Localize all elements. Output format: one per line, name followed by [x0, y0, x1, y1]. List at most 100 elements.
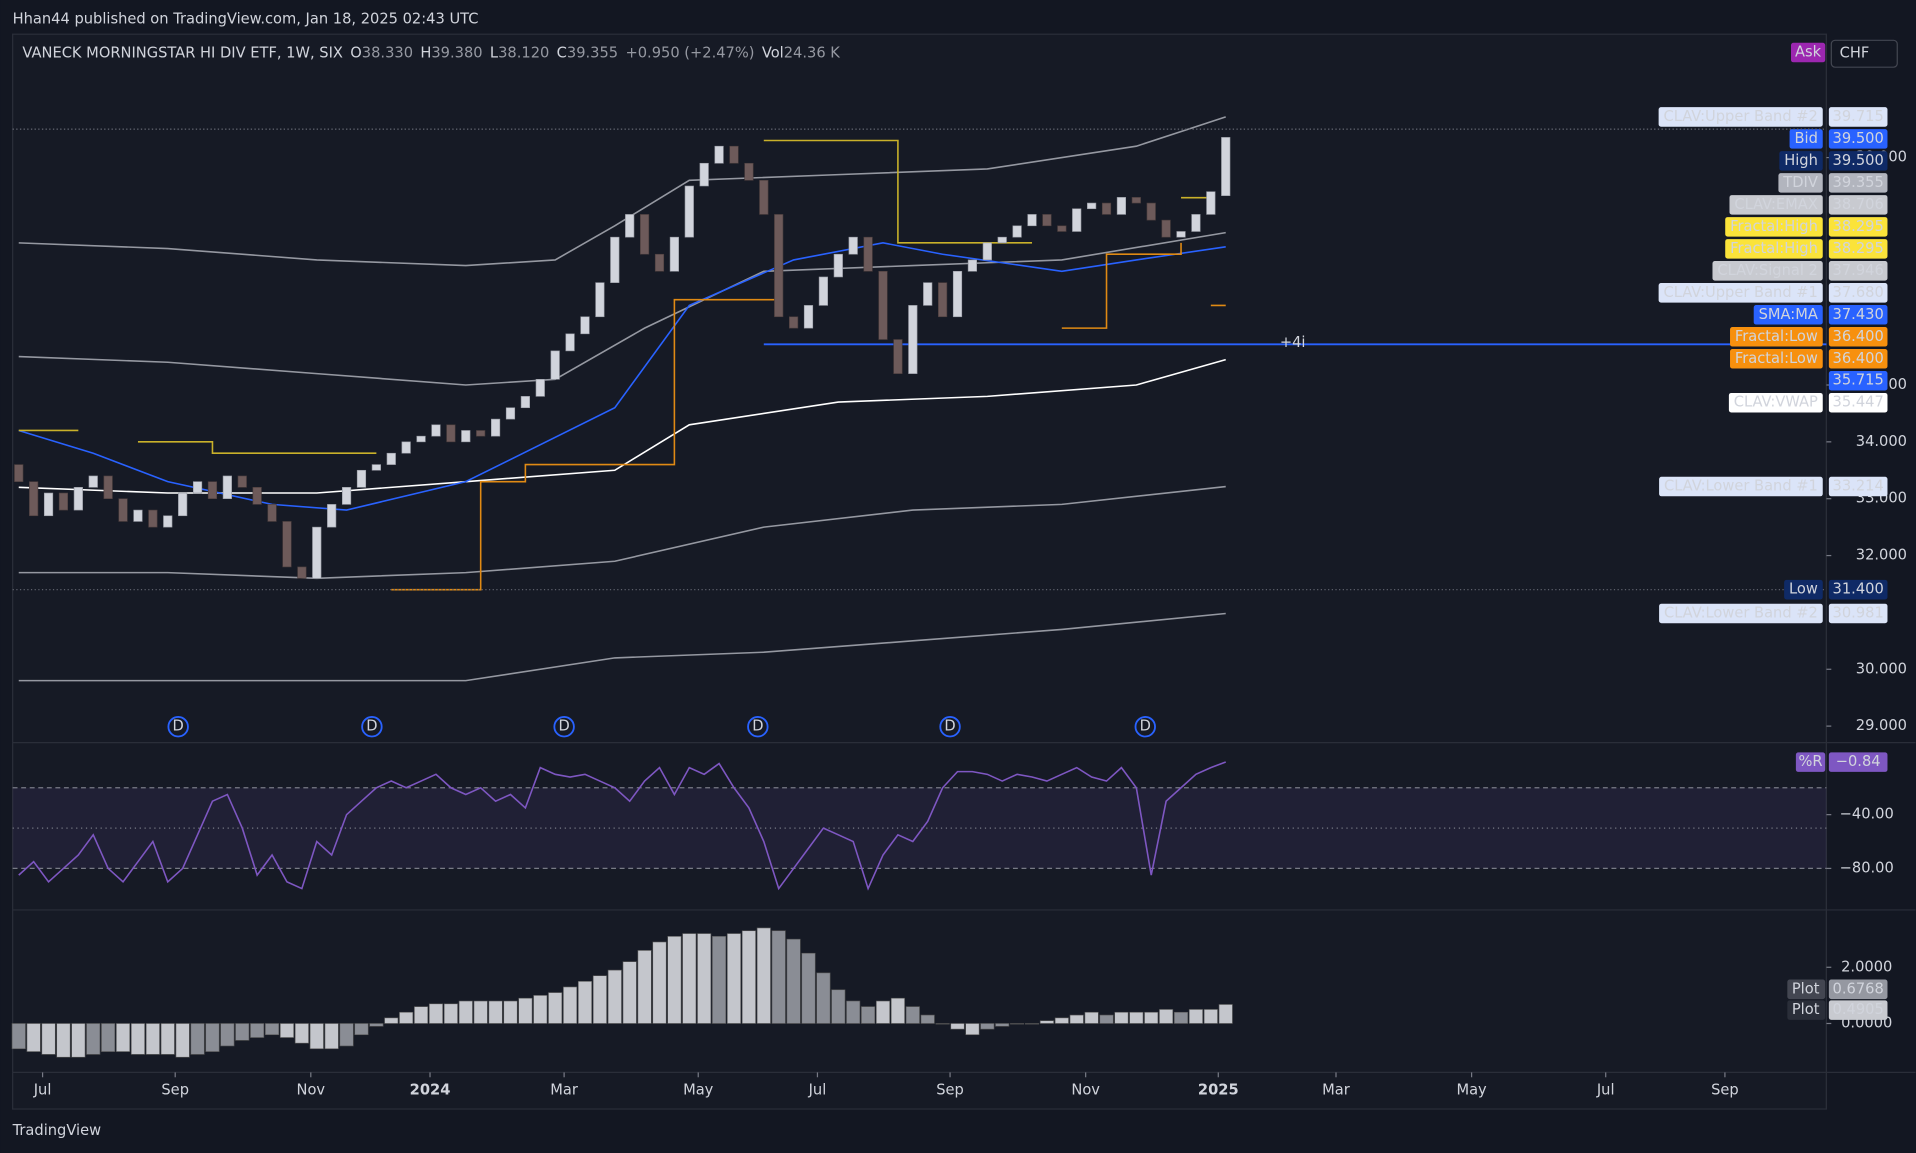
hist-bar — [250, 1023, 265, 1038]
hist-bar — [56, 1023, 71, 1058]
candle — [893, 339, 903, 374]
candle — [14, 464, 24, 482]
candle — [505, 407, 516, 420]
tag-value: 31.400 — [1833, 581, 1884, 598]
hist-bar — [980, 1023, 995, 1030]
ohlc-prefix: H — [420, 45, 431, 62]
tag-name: CLAV:EMAX — [1734, 196, 1817, 213]
indicator-line — [18, 485, 1226, 580]
tag-name-box — [1659, 603, 1823, 624]
plot-value: 0.6768 — [1833, 980, 1884, 997]
tag-name-box — [1658, 107, 1823, 127]
hist-bar — [324, 1023, 339, 1050]
hist-bar — [682, 933, 697, 1024]
wr-name-box — [1795, 752, 1826, 772]
candle — [938, 282, 948, 318]
candle — [297, 566, 307, 579]
hist-bar — [637, 950, 652, 1024]
tag-name-box — [1725, 239, 1823, 259]
hist-bar — [533, 995, 548, 1024]
hist-bar — [1188, 1009, 1203, 1024]
ask-box — [1790, 42, 1826, 63]
indicator-line — [18, 612, 1226, 682]
tag-name: CLAV:Signal 2 — [1717, 262, 1818, 279]
candle — [133, 509, 143, 522]
indicator-line — [18, 139, 1211, 455]
symbol-legend: VANECK MORNINGSTAR HI DIV ETF, 1W, SIX O3… — [22, 45, 840, 62]
candle — [192, 481, 203, 494]
candle — [714, 145, 724, 164]
candle — [43, 492, 54, 517]
plot-name: Plot — [1792, 980, 1820, 997]
tag-name-box — [1729, 195, 1823, 215]
indicator-line — [18, 231, 1226, 386]
candle — [1221, 137, 1231, 196]
y-tick-label: 29.000 — [1856, 717, 1907, 734]
tag-name-box — [1784, 579, 1823, 600]
tag-value: 38.706 — [1833, 196, 1884, 213]
candle — [1146, 202, 1156, 221]
hist-bar — [726, 933, 742, 1024]
hist-bar — [1114, 1011, 1129, 1024]
candle — [222, 475, 232, 500]
candle — [774, 214, 784, 318]
candle — [654, 253, 665, 272]
candle — [803, 305, 814, 329]
tag-name-box — [1789, 129, 1823, 149]
wr-y-tick-label: −80.00 — [1840, 859, 1894, 876]
tag-value: 37.946 — [1833, 262, 1884, 279]
candle — [1027, 214, 1037, 227]
plot-name: Plot — [1792, 1001, 1820, 1018]
x-tick-label: 2025 — [1198, 1082, 1239, 1099]
ask-label: Ask — [1795, 44, 1822, 61]
tag-value-box — [1828, 283, 1888, 303]
dividend-label: D — [173, 718, 184, 735]
hist-bar — [741, 930, 756, 1024]
y-tick-label: 30.000 — [1856, 660, 1907, 677]
hist-bar — [101, 1023, 116, 1052]
candle — [1161, 219, 1171, 238]
x-tick-label: Sep — [936, 1082, 964, 1099]
tag-value-box — [1828, 579, 1888, 600]
tag-value-box — [1828, 392, 1888, 413]
hist-bar — [503, 1000, 518, 1024]
tag-value: 37.430 — [1833, 306, 1884, 323]
tag-name-box — [1659, 476, 1823, 497]
tag-name: Fractal:High — [1730, 240, 1818, 257]
hist-bar — [935, 1023, 950, 1025]
hist-bar — [116, 1023, 131, 1052]
tag-value-box — [1828, 603, 1888, 624]
tag-value-box — [1828, 327, 1888, 347]
tag-name: CLAV:Lower Band #1 — [1664, 478, 1818, 495]
candle — [312, 526, 322, 579]
tag-value: 35.715 — [1833, 372, 1884, 389]
hist-bar — [920, 1014, 935, 1024]
candle — [1101, 202, 1112, 215]
hist-bar — [1144, 1011, 1159, 1024]
candle — [476, 430, 486, 437]
hist-bar — [771, 930, 786, 1024]
hist-bar — [1099, 1014, 1114, 1024]
candle — [1072, 208, 1082, 232]
hist-bar — [1010, 1023, 1025, 1025]
tag-value: 36.400 — [1833, 328, 1884, 345]
hist-bar — [473, 1000, 488, 1024]
hist-bar — [1024, 1023, 1040, 1025]
candle — [118, 498, 128, 522]
dividend-marker — [167, 716, 189, 738]
y-tick-label: 34.000 — [1856, 433, 1907, 450]
hist-bar — [965, 1023, 980, 1036]
hist-bar — [1084, 1011, 1099, 1024]
hist-bar — [175, 1023, 190, 1058]
ohlc-prefix: C — [557, 45, 567, 62]
plot-value-box — [1828, 1000, 1888, 1020]
plot-name-box — [1787, 1000, 1826, 1020]
hist-bar — [294, 1023, 309, 1044]
hist-bar — [428, 1003, 443, 1024]
dividend-marker — [939, 716, 961, 738]
candle — [163, 515, 173, 528]
hist-bar — [235, 1023, 250, 1041]
tag-name: Fractal:Low — [1735, 328, 1818, 345]
tag-value-box — [1828, 217, 1888, 237]
